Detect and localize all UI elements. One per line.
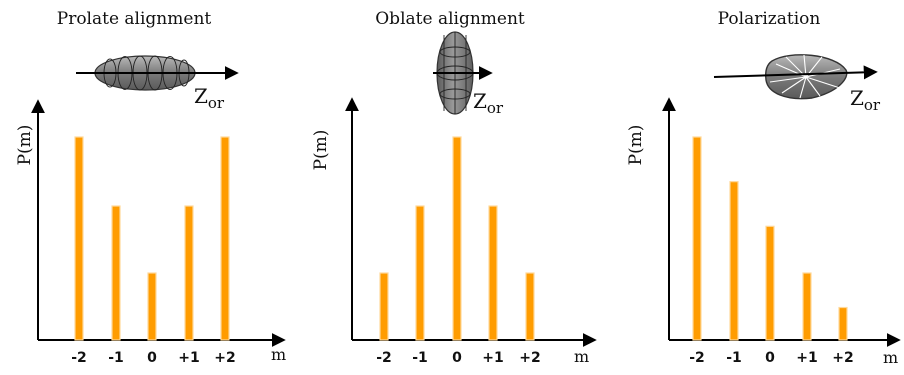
- prolate-ellipsoid-icon: [76, 55, 239, 91]
- bar-m-minus-1: [729, 181, 739, 341]
- bar-m-minus-2: [692, 136, 702, 341]
- chart-title: Polarization: [718, 9, 821, 29]
- x-tick-label: +2: [214, 350, 235, 366]
- x-tick-label: +1: [178, 350, 199, 366]
- x-axis-label: m: [574, 347, 589, 366]
- polarized-egg-icon: [713, 54, 878, 100]
- chart-title: Oblate alignment: [375, 9, 525, 29]
- bar-m-minus-1: [111, 205, 121, 341]
- x-axis-label: m: [883, 348, 898, 367]
- x-tick-label: +2: [832, 350, 853, 366]
- bar-m-plus-2: [525, 272, 535, 341]
- x-tick-label: 0: [765, 350, 775, 366]
- x-tick-label: 0: [147, 350, 157, 366]
- bar-m-0: [765, 225, 775, 341]
- x-tick-label: 0: [452, 350, 462, 366]
- x-tick-label: -2: [689, 350, 705, 366]
- bar-m-plus-2: [220, 136, 230, 341]
- bar-m-0: [452, 136, 462, 341]
- x-tick-label: -2: [376, 350, 392, 366]
- x-axis-label: m: [271, 345, 286, 364]
- panel-prolate: Prolate alignment Zor P(m) m -2 -1 0 +1 …: [15, 9, 286, 366]
- z-or-label: Zor: [473, 89, 504, 117]
- z-or-label: Zor: [850, 86, 881, 114]
- bar-m-plus-2: [838, 306, 848, 341]
- bar-m-plus-1: [802, 272, 812, 341]
- x-tick-label: -1: [726, 350, 742, 366]
- y-axis-label: P(m): [626, 125, 646, 166]
- bar-m-minus-2: [379, 272, 389, 341]
- oblate-ellipsoid-icon: [433, 31, 493, 115]
- y-axis-label: P(m): [15, 125, 35, 166]
- x-tick-label: +1: [482, 350, 503, 366]
- bar-m-0: [147, 272, 157, 341]
- x-tick-label: -2: [71, 350, 87, 366]
- bar-m-minus-1: [415, 205, 425, 341]
- x-tick-label: -1: [412, 350, 428, 366]
- bar-m-minus-2: [74, 136, 84, 341]
- bar-m-plus-1: [184, 205, 194, 341]
- chart-title: Prolate alignment: [57, 9, 212, 29]
- z-or-label: Zor: [194, 84, 225, 112]
- panel-oblate: Oblate alignment Zor P(m) m -2 -1 0 +1 +…: [311, 9, 597, 366]
- x-tick-label: +2: [519, 350, 540, 366]
- x-tick-label: +1: [796, 350, 817, 366]
- panel-polarization: Polarization Zor P(m) m -2 -1 0 +1: [626, 9, 901, 367]
- y-axis-label: P(m): [311, 130, 331, 171]
- x-tick-label: -1: [108, 350, 124, 366]
- bar-m-plus-1: [488, 205, 498, 341]
